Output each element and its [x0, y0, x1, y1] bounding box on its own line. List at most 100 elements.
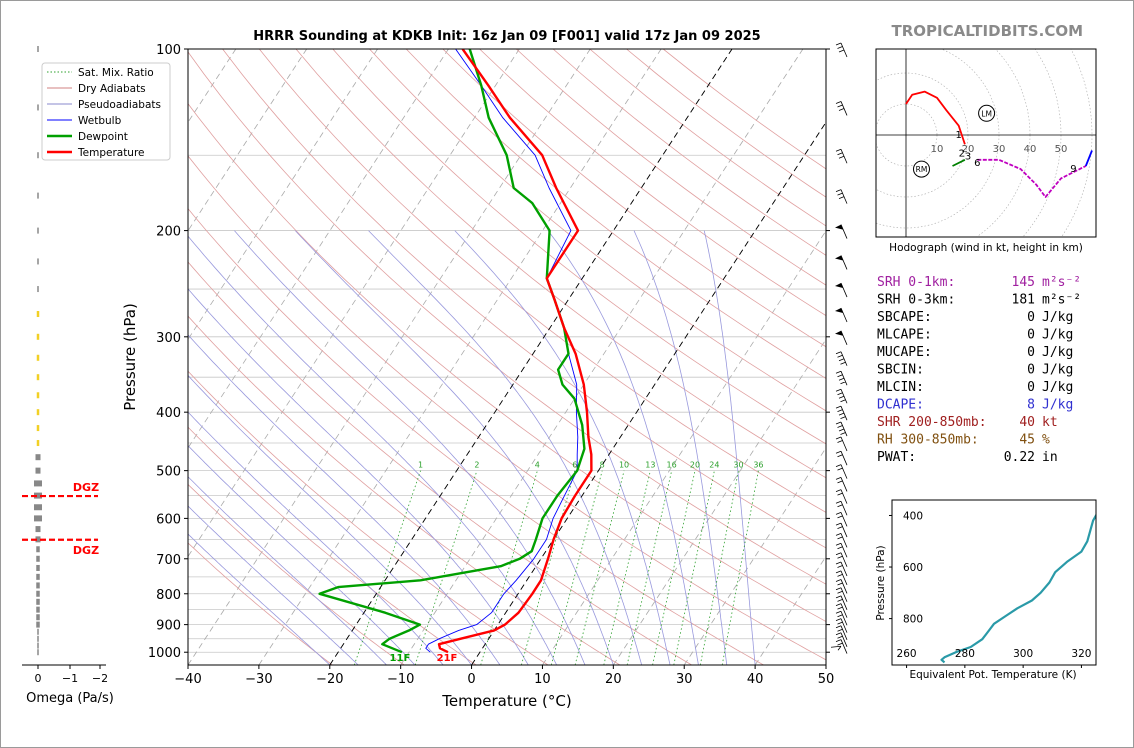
skewt-x-label: Temperature (°C) — [441, 692, 571, 710]
omega-bar — [36, 555, 40, 562]
dry-adiabat — [188, 542, 333, 665]
stat-value: 145 — [1012, 275, 1035, 290]
omega-tick-label: −2 — [92, 672, 108, 685]
wind-barb — [835, 189, 848, 204]
hodograph-height-label: 6 — [974, 158, 980, 169]
mixing-ratio-label: 4 — [535, 461, 540, 470]
omega-bar — [37, 227, 39, 234]
wind-barb — [835, 542, 848, 558]
y-tick-label: 800 — [156, 588, 181, 603]
theta-e-x-tick-label: 260 — [897, 648, 917, 660]
y-tick-label: 200 — [156, 225, 181, 240]
wind-barb — [835, 477, 848, 492]
mixing-ratio-label: 2 — [474, 461, 479, 470]
omega-bar — [34, 480, 42, 487]
omega-tick-label: 0 — [35, 672, 42, 685]
stat-value: 0 — [1027, 363, 1035, 378]
omega-bar — [36, 621, 40, 628]
stat-label: MLCAPE: — [877, 328, 932, 343]
hodograph-caption: Hodograph (wind in kt, height in km) — [889, 242, 1083, 254]
omega-bar — [35, 454, 41, 461]
pseudoadiabat — [188, 411, 444, 665]
hodograph-ring-label: 50 — [1055, 144, 1068, 155]
isotherm-line — [188, 49, 449, 449]
theta-e-y-tick-label: 800 — [903, 614, 923, 626]
stat-value: 8 — [1027, 398, 1035, 413]
stat-unit: m²s⁻² — [1042, 293, 1081, 308]
stat-unit: in — [1042, 450, 1058, 465]
y-tick-label: 300 — [156, 331, 181, 346]
omega-bar — [35, 467, 41, 474]
x-tick-label: 20 — [605, 672, 622, 687]
dry-adiabat — [295, 49, 826, 479]
dgz-label: DGZ — [73, 481, 99, 494]
hodograph-height-label: 9 — [1070, 164, 1076, 175]
hodograph-ring-label: 20 — [962, 144, 975, 155]
pseudoadiabat — [188, 374, 472, 665]
x-tick-label: 40 — [747, 672, 764, 687]
x-tick-label: 0 — [467, 672, 475, 687]
omega-bar — [37, 152, 39, 159]
legend-label: Dewpoint — [78, 131, 128, 143]
x-tick-label: −20 — [316, 672, 343, 687]
omega-bar — [37, 286, 39, 293]
dry-adiabat — [188, 103, 826, 623]
x-tick-label: −10 — [387, 672, 414, 687]
wind-barb — [835, 632, 848, 647]
dry-adiabat — [442, 49, 826, 348]
mixing-ratio-line — [574, 470, 625, 665]
pseudoadiabat — [454, 230, 671, 665]
stat-label: SHR 200-850mb: — [877, 415, 987, 430]
hodograph-ring-label: 10 — [931, 144, 944, 155]
mixing-ratio-line — [603, 470, 651, 665]
skewt-legend: Sat. Mix. Ratio Dry Adiabats Pseudoadiabat… — [41, 62, 171, 161]
pseudoadiabat — [188, 334, 501, 665]
skewt-ticks: −40 −30 −20 −10 0 10 20 30 40 50 100 200 300 400 500 60… — [148, 43, 834, 687]
surface-dewpoint-label: 11F — [390, 653, 411, 664]
stat-unit: J/kg — [1042, 363, 1073, 378]
omega-bar — [36, 333, 40, 340]
y-tick-label: 100 — [156, 43, 181, 58]
skewt-background-lines: 1 2 4 6 8 10 13 16 20 24 30 36 — [188, 49, 826, 665]
series-wetbulb-line — [425, 49, 579, 653]
isotherm-line — [188, 49, 378, 341]
isotherm-line — [188, 49, 520, 558]
mixing-ratio-line — [626, 470, 673, 665]
omega-bar — [36, 374, 40, 381]
y-tick-label: 900 — [156, 619, 181, 634]
omega-bar — [36, 614, 40, 621]
mixing-ratio-label: 6 — [572, 461, 577, 470]
omega-bar — [36, 573, 40, 580]
pseudoadiabat — [188, 505, 359, 665]
series-dewpoint-line — [318, 49, 586, 654]
pseudoadiabat — [188, 445, 416, 665]
wind-barb-flag — [835, 255, 843, 261]
theta-e-x-tick-label: 320 — [1071, 648, 1091, 660]
y-tick-label: 400 — [156, 406, 181, 421]
wind-barb — [840, 330, 848, 345]
wind-barb — [835, 512, 848, 527]
mixing-ratio-line — [652, 470, 696, 665]
wind-barb — [835, 639, 848, 654]
brand-watermark: TROPICALTIDBITS.COM — [892, 22, 1084, 40]
wind-barb — [835, 101, 848, 116]
theta-e-y-tick-label: 400 — [903, 510, 923, 522]
theta-e-line — [940, 513, 1096, 664]
sounding-stats: SRH 0-1km: 145 m²s⁻² SRH 0-3km: 181 m²s⁻² SBCA… — [877, 275, 1081, 465]
omega-bar — [36, 311, 40, 318]
storm-motion-marker — [978, 104, 996, 122]
mixing-ratio-line — [480, 470, 538, 665]
omega-bar — [37, 46, 39, 52]
wind-barb — [840, 282, 848, 298]
theta-e-ticks: 260 280 300 320 400 600 800 — [889, 510, 1091, 668]
stat-label: MLCIN: — [877, 380, 924, 395]
pseudoadiabat — [188, 476, 387, 665]
mixing-ratio-label: 20 — [690, 461, 700, 470]
hodograph-segment — [905, 90, 966, 145]
wind-barb-flag — [835, 224, 843, 230]
omega-bar — [34, 504, 42, 511]
dry-adiabat — [188, 370, 549, 665]
mixing-ratio-label: 16 — [667, 461, 677, 470]
dry-adiabat — [405, 49, 826, 379]
wind-barb — [835, 464, 848, 479]
